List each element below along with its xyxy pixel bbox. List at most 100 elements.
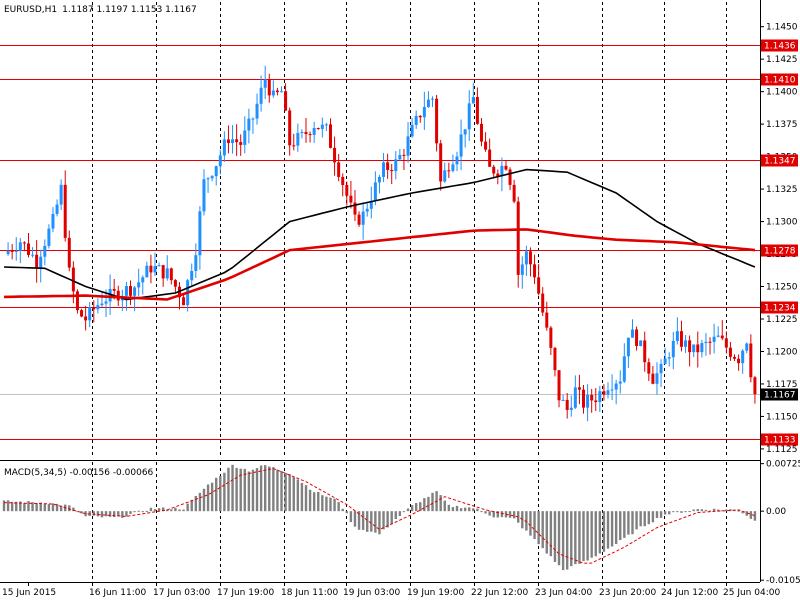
bear-candle-body — [92, 307, 96, 310]
macd-histogram-bar — [317, 491, 320, 512]
bull-candle-body — [618, 381, 622, 384]
bear-candle-body — [116, 290, 120, 301]
bear-candle-body — [528, 251, 532, 265]
macd-histogram-bar — [263, 465, 267, 512]
bear-candle-body — [479, 123, 483, 142]
price-level-tags: 1.1436 1.1410 1.1347 1.1278 1.1234 1.1133 — [761, 39, 798, 446]
bear-candle-body — [549, 327, 553, 348]
macd-histogram-bar — [276, 469, 279, 512]
macd-histogram-bar — [725, 509, 728, 512]
bull-candle-body — [667, 357, 671, 359]
bull-candle-body — [675, 331, 679, 341]
bull-candle-body — [194, 255, 198, 271]
macd-histogram-bar — [210, 482, 214, 512]
bull-candle-body — [610, 389, 614, 391]
bull-candle-body — [716, 335, 720, 337]
time-tick-label: 19 Jun 03:00 — [343, 588, 400, 598]
bull-candle-body — [598, 391, 602, 403]
bull-candle-body — [206, 178, 210, 180]
macd-histogram-bar — [251, 469, 255, 512]
macd-histogram-bar — [529, 511, 532, 536]
bull-candle-body — [251, 118, 255, 120]
bear-candle-body — [292, 145, 296, 147]
macd-histogram-bar — [47, 504, 51, 512]
bull-candle-body — [59, 184, 63, 205]
bear-candle-body — [590, 394, 594, 401]
macd-histogram-bar — [574, 511, 577, 565]
macd-histogram-bar — [549, 511, 553, 557]
bull-candle-body — [137, 282, 141, 288]
macd-histogram-bar — [161, 507, 165, 512]
bull-candle-body — [51, 213, 55, 229]
bull-candle-body — [455, 156, 459, 165]
macd-histogram-bar — [333, 498, 336, 512]
bull-candle-body — [463, 129, 467, 135]
bull-candle-body — [365, 208, 369, 212]
macd-histogram-bar — [643, 511, 646, 527]
macd-histogram-bar — [655, 511, 659, 519]
bull-candle-body — [14, 250, 18, 252]
macd-histogram-bar — [488, 511, 491, 516]
macd-histogram-bar — [541, 511, 544, 549]
bear-candle-body — [602, 391, 606, 395]
macd-histogram-bar — [639, 511, 642, 527]
bear-candle-body — [565, 399, 569, 410]
macd-histogram-bar — [590, 511, 593, 558]
macd-histogram-bar — [84, 511, 87, 517]
bear-candle-body — [386, 162, 390, 170]
bull-candle-body — [231, 139, 235, 144]
macd-histogram-bar — [366, 511, 369, 532]
bull-candle-body — [443, 170, 447, 182]
macd-histogram-bar — [496, 511, 500, 518]
price-tick-label: 1.1450 — [766, 23, 798, 33]
bear-candle-body — [328, 124, 332, 148]
macd-histogram-bar — [427, 496, 430, 512]
macd-histogram-bar — [398, 511, 402, 516]
bear-candle-body — [553, 347, 557, 371]
bear-candle-body — [512, 184, 516, 202]
bull-candle-body — [569, 407, 573, 410]
bear-candle-body — [720, 335, 724, 339]
bear-candle-body — [337, 162, 341, 177]
bear-candle-body — [316, 128, 320, 130]
ma-fast-line — [3, 168, 756, 301]
bull-candle-body — [100, 303, 104, 306]
bull-candle-body — [369, 200, 373, 209]
macd-histogram-bar — [308, 489, 312, 512]
macd-histogram-bar — [472, 508, 475, 512]
macd-histogram-bar — [27, 501, 30, 512]
macd-histogram-bar — [455, 505, 459, 512]
bear-candle-body — [308, 134, 312, 136]
macd-histogram-bar — [39, 502, 42, 512]
macd-histogram-bar — [235, 467, 238, 512]
price-tick-label: 1.1300 — [766, 218, 798, 228]
macd-histogram-bar — [619, 511, 622, 541]
macd-histogram-bar — [96, 511, 100, 517]
macd-histogram-bar — [198, 492, 202, 512]
bull-candle-body — [47, 228, 51, 246]
macd-histogram-bar — [215, 477, 218, 512]
macd-histogram-bar — [104, 511, 108, 517]
bear-candle-body — [26, 243, 30, 255]
macd-histogram-bar — [468, 507, 471, 512]
bear-candle-body — [545, 312, 549, 328]
time-tick-label: 16 Jun 11:00 — [89, 588, 146, 598]
macd-histogram-bar — [545, 511, 548, 554]
macd-histogram-bar — [431, 492, 434, 512]
price-levels — [0, 45, 760, 440]
macd-histogram-bar — [712, 508, 716, 512]
macd-histogram-bar — [296, 479, 300, 512]
bull-candle-body — [700, 343, 704, 353]
macd-histogram-bar — [31, 502, 34, 512]
bear-candle-body — [728, 347, 732, 357]
ma-slow-line — [3, 228, 756, 301]
macd-histogram-bar — [149, 507, 153, 512]
macd-histogram-bar — [174, 507, 177, 512]
macd-histogram-bar — [284, 472, 287, 512]
bull-candle-body — [745, 343, 749, 351]
bear-candle-body — [267, 79, 271, 96]
macd-histogram-bar — [321, 495, 324, 512]
macd-histogram-bar — [153, 509, 157, 512]
macd-histogram-bar — [186, 503, 189, 512]
